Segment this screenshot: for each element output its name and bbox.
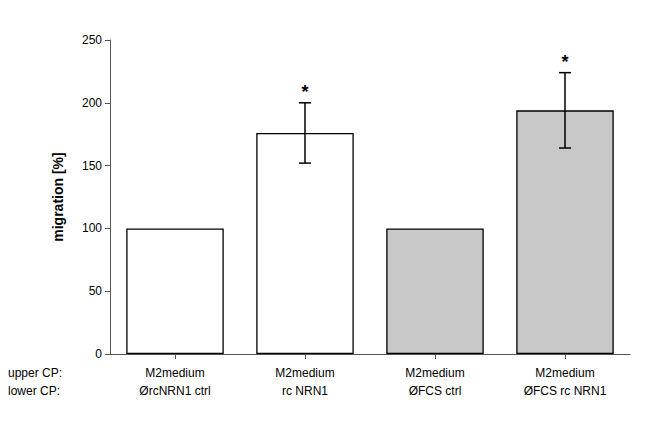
svg-text:M2medium: M2medium — [535, 366, 594, 380]
svg-text:*: * — [561, 52, 568, 72]
svg-text:250: 250 — [82, 33, 102, 47]
svg-text:rc NRN1: rc NRN1 — [282, 384, 328, 398]
svg-text:ØFCS rc NRN1: ØFCS rc NRN1 — [524, 384, 607, 398]
svg-text:100: 100 — [82, 221, 102, 235]
svg-text:lower CP:: lower CP: — [8, 384, 60, 398]
svg-text:M2medium: M2medium — [145, 366, 204, 380]
svg-text:migration [%]: migration [%] — [50, 152, 66, 241]
svg-text:M2medium: M2medium — [405, 366, 464, 380]
svg-text:upper CP:: upper CP: — [8, 366, 62, 380]
svg-text:150: 150 — [82, 159, 102, 173]
svg-text:50: 50 — [89, 284, 103, 298]
svg-text:ØFCS ctrl: ØFCS ctrl — [409, 384, 462, 398]
svg-text:200: 200 — [82, 96, 102, 110]
svg-text:*: * — [301, 82, 308, 102]
svg-text:ØrcNRN1 ctrl: ØrcNRN1 ctrl — [139, 384, 210, 398]
svg-text:0: 0 — [95, 347, 102, 361]
svg-text:M2medium: M2medium — [275, 366, 334, 380]
